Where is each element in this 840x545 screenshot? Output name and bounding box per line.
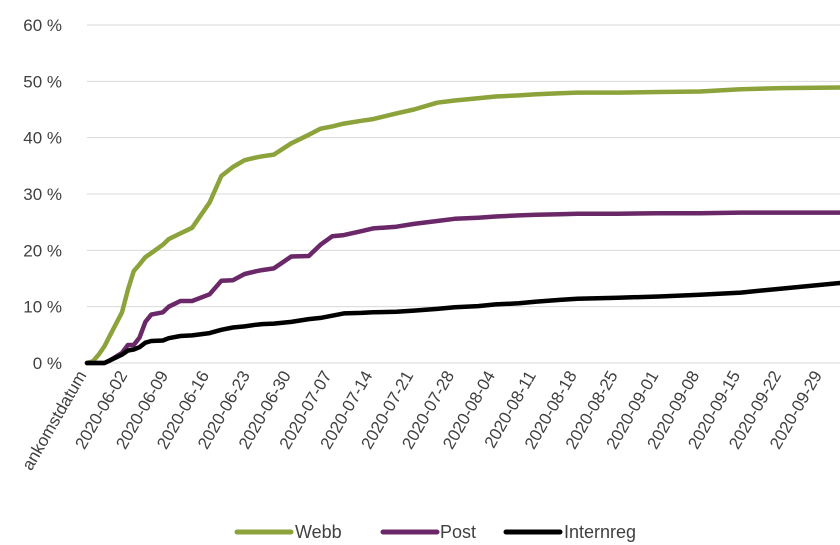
x-axis-ticks: ankomstdatum2020-06-022020-06-092020-06-… (18, 367, 826, 473)
legend-label-webb: Webb (295, 522, 342, 542)
legend-label-internreg: Internreg (564, 522, 636, 542)
y-tick-label: 0 % (33, 354, 62, 373)
series-line-webb (84, 85, 840, 366)
y-tick-label: 50 % (23, 72, 62, 91)
y-tick-label: 10 % (23, 298, 62, 317)
y-tick-label: 30 % (23, 185, 62, 204)
y-tick-label: 40 % (23, 129, 62, 148)
y-tick-label: 20 % (23, 241, 62, 260)
legend: Webb Post Internreg (234, 522, 636, 542)
series-line-internreg (84, 280, 840, 366)
gridlines (87, 24, 840, 364)
y-tick-label: 60 % (23, 16, 62, 35)
series-lines (84, 85, 840, 366)
series-line-post (84, 210, 840, 366)
x-tick-label: ankomstdatum (18, 368, 90, 474)
y-axis-ticks: 0 % 10 % 20 % 30 % 40 % 50 % 60 % (23, 16, 62, 373)
legend-label-post: Post (440, 522, 476, 542)
